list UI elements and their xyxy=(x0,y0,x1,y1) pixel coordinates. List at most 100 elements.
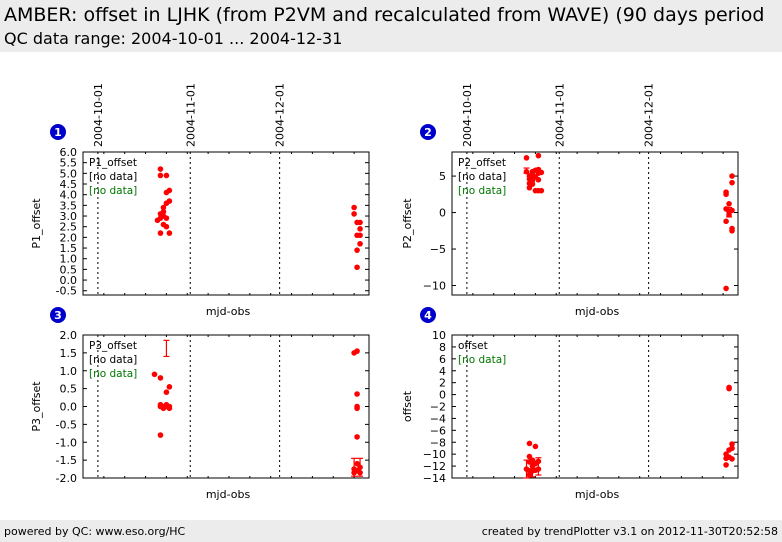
data-point xyxy=(729,207,735,214)
data-point xyxy=(354,405,360,412)
data-point xyxy=(357,240,363,247)
data-point xyxy=(726,211,732,218)
date-tick-label: 2004-12-01 xyxy=(274,83,287,147)
legend-entry: [no data] xyxy=(89,185,137,197)
y-tick-label: 1.5 xyxy=(60,242,78,255)
data-point xyxy=(723,218,729,225)
data-point xyxy=(160,208,167,215)
data-point xyxy=(354,247,360,253)
y-tick-label: 6 xyxy=(439,353,446,366)
data-point xyxy=(729,445,735,452)
data-point xyxy=(166,187,173,194)
page-title: AMBER: offset in LJHK (from P2VM and rec… xyxy=(4,4,765,26)
chart-panel-4: 1086420−2−4−6−8−10−12−14offsetmjd-obs4of… xyxy=(401,307,739,501)
data-point xyxy=(535,466,542,472)
data-point xyxy=(538,169,545,176)
data-point xyxy=(354,391,360,397)
y-tick-label: 4.5 xyxy=(60,178,78,191)
y-axis-label: P2_offset xyxy=(401,198,414,249)
panel-badge xyxy=(50,307,66,323)
y-tick-label: 4 xyxy=(439,365,446,378)
y-tick-label: −8 xyxy=(430,436,446,449)
legend-entry: [no data] xyxy=(458,185,506,197)
data-point xyxy=(157,172,164,179)
y-tick-label: 1.0 xyxy=(60,253,78,266)
chart-panel-1: 2004-10-01 2004-11-01 2004-12-016.05.55.04… xyxy=(30,83,370,318)
y-axis-label: P1_offset xyxy=(30,198,43,249)
date-tick-label: 2004-11-01 xyxy=(553,83,566,147)
data-point xyxy=(729,227,735,234)
legend-entry: P2_offset xyxy=(458,157,506,169)
y-axis-label: offset xyxy=(401,390,414,422)
y-tick-label: -2.0 xyxy=(56,472,77,485)
data-point xyxy=(532,443,539,450)
legend-entry: P3_offset xyxy=(89,340,137,352)
data-point xyxy=(354,434,360,440)
y-tick-label: 5 xyxy=(439,170,446,183)
y-tick-label: 2.0 xyxy=(60,231,78,244)
data-point xyxy=(523,168,530,175)
header: AMBER: offset in LJHK (from P2VM and rec… xyxy=(0,0,782,52)
data-point xyxy=(357,226,363,232)
data-point xyxy=(523,155,530,161)
y-tick-label: 2.5 xyxy=(60,221,78,234)
legend-entry: [no data] xyxy=(458,354,506,366)
data-point xyxy=(157,432,164,438)
y-tick-label: −5 xyxy=(430,243,446,256)
data-point xyxy=(351,469,357,476)
y-axis-label: P3_offset xyxy=(30,381,43,432)
data-point xyxy=(723,285,729,292)
data-point xyxy=(723,191,729,198)
date-tick-label: 2004-11-01 xyxy=(184,83,197,147)
y-tick-label: -1.0 xyxy=(56,436,77,449)
y-tick-label: 5.0 xyxy=(60,167,78,180)
plot-frame xyxy=(451,151,739,296)
chart-panel-2: 2004-10-01 2004-11-01 2004-12-01 5 0 −10 −5 P2_… xyxy=(401,83,739,318)
data-point xyxy=(157,166,164,172)
data-point xyxy=(357,232,363,239)
data-point xyxy=(726,384,732,391)
data-point xyxy=(151,371,158,378)
y-tick-label: 5.5 xyxy=(60,157,78,170)
y-tick-label: 4.0 xyxy=(60,189,78,202)
plot-frame xyxy=(82,151,370,296)
data-point xyxy=(351,211,357,217)
y-tick-label: 0.5 xyxy=(60,263,78,276)
data-point xyxy=(157,375,164,381)
date-tick-label: 2004-10-01 xyxy=(92,83,105,147)
chart-panel-3: 2.0 1.5 1.0 0.5 0.0 -0.5 -1.0 -1.5 -2.0 P3_offset… xyxy=(30,307,370,501)
footer-generator: created by trendPlotter v3.1 on 2012-11-… xyxy=(481,525,778,538)
y-tick-label: 8 xyxy=(439,341,446,354)
data-point xyxy=(535,176,542,183)
y-tick-label: −10 xyxy=(423,448,446,461)
data-point xyxy=(166,198,173,204)
panel-badge-number: 1 xyxy=(54,126,62,139)
x-axis-label: mjd-obs xyxy=(206,488,251,501)
legend-entry: offset xyxy=(458,340,488,352)
legend-entry: P1_offset xyxy=(89,157,137,169)
y-tick-label: -1.5 xyxy=(56,454,77,467)
data-point xyxy=(163,172,170,179)
x-axis-label: mjd-obs xyxy=(575,488,620,501)
data-point xyxy=(729,179,735,186)
y-tick-label: 1.5 xyxy=(60,347,78,360)
panel-badge xyxy=(420,124,436,140)
data-point xyxy=(166,230,173,236)
y-tick-label: 2 xyxy=(439,377,446,390)
y-tick-label: 0 xyxy=(439,389,446,402)
data-point xyxy=(535,152,542,159)
data-point xyxy=(157,230,164,236)
y-tick-label: 3.5 xyxy=(60,199,78,212)
data-point xyxy=(729,441,735,447)
data-point xyxy=(538,187,545,194)
date-tick-label: 2004-10-01 xyxy=(461,83,474,147)
panel-badge xyxy=(420,307,436,323)
data-point xyxy=(166,384,173,390)
y-tick-label: 0.0 xyxy=(60,401,78,414)
data-point xyxy=(723,462,729,468)
data-point xyxy=(160,204,167,211)
y-tick-label: −6 xyxy=(430,424,446,437)
y-tick-label: 2.0 xyxy=(60,329,78,342)
page-subtitle: QC data range: 2004-10-01 ... 2004-12-31 xyxy=(4,29,343,48)
y-tick-label: 3.0 xyxy=(60,210,78,223)
